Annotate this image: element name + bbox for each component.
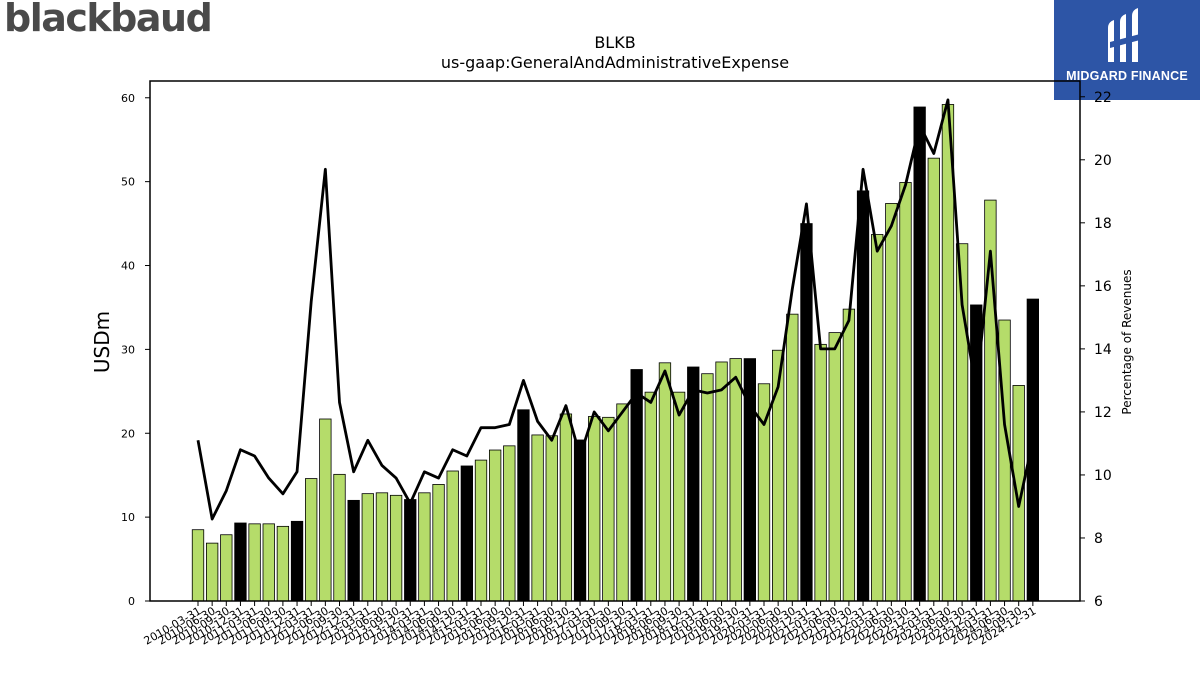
- y2-tick-label: 12: [1094, 405, 1112, 421]
- bar: [432, 484, 445, 602]
- bar: [559, 413, 573, 602]
- y2-tick-label: 14: [1094, 342, 1112, 358]
- y-tick-label: 50: [121, 176, 135, 189]
- y2-tick-label: 20: [1094, 153, 1112, 169]
- bar: [446, 470, 459, 602]
- bar: [715, 361, 728, 602]
- bar: [375, 492, 389, 602]
- bar: [333, 473, 346, 602]
- y-axis-label: USDm: [90, 311, 114, 373]
- bar: [630, 369, 643, 602]
- bar: [517, 409, 530, 602]
- y-tick-label: 10: [121, 511, 135, 524]
- chart-subtitle: us-gaap:GeneralAndAdministrativeExpense: [441, 53, 789, 72]
- bar: [276, 525, 290, 602]
- series-line: [196, 98, 1035, 521]
- bar: [262, 523, 275, 602]
- blackbaud-logo: blackbaud: [4, 0, 213, 40]
- y-tick-label: 30: [121, 343, 135, 356]
- bar: [899, 182, 912, 602]
- plot-frame: [149, 80, 1081, 602]
- y-tick-label: 40: [121, 260, 135, 273]
- bar: [871, 234, 884, 602]
- bar: [389, 494, 403, 602]
- y2-tick-label: 18: [1094, 216, 1112, 232]
- y-tick-label: 0: [128, 595, 135, 608]
- bar: [290, 520, 304, 602]
- bar: [347, 499, 360, 602]
- bar: [234, 522, 247, 602]
- midgard-finance-name: MIDGARD FINANCE: [1066, 69, 1188, 83]
- bar: [460, 465, 474, 602]
- y-tick-label: 20: [121, 427, 135, 440]
- bar: [545, 435, 558, 602]
- bar: [474, 459, 488, 602]
- bar: [404, 499, 417, 602]
- y2-tick-label: 16: [1094, 279, 1112, 295]
- midgard-finance-logo: MIDGARD FINANCE: [1054, 0, 1200, 100]
- bar: [488, 449, 502, 602]
- bar: [418, 492, 431, 602]
- y2-tick-label: 22: [1094, 90, 1112, 106]
- bar: [616, 403, 629, 602]
- bar: [800, 223, 813, 602]
- bar: [658, 362, 672, 602]
- y-tick-label: 60: [121, 92, 135, 105]
- bar: [220, 534, 233, 602]
- bar: [644, 391, 657, 602]
- y2-tick-label: 8: [1094, 531, 1103, 547]
- bar: [828, 332, 841, 602]
- bar: [941, 104, 955, 602]
- bar: [588, 416, 601, 602]
- bar: [729, 358, 742, 602]
- bar: [927, 157, 940, 602]
- bar: [1026, 298, 1039, 602]
- bar: [191, 529, 205, 602]
- y2-tick-label: 10: [1094, 468, 1112, 484]
- bar: [248, 523, 261, 602]
- bar: [319, 418, 332, 602]
- bar: [672, 391, 686, 602]
- y2-axis-label: Percentage of Revenues: [1120, 269, 1134, 414]
- bar: [305, 478, 318, 602]
- bar: [361, 493, 374, 602]
- bar: [687, 366, 700, 602]
- bar: [701, 373, 714, 602]
- bar: [842, 308, 856, 602]
- bar: [786, 313, 799, 602]
- bar: [205, 542, 219, 602]
- bar: [856, 190, 870, 602]
- midgard-mark-icon: [1108, 8, 1140, 62]
- chart-title: BLKB: [594, 33, 635, 52]
- bar: [602, 416, 615, 602]
- y2-tick-label: 6: [1094, 594, 1103, 610]
- bar: [885, 203, 898, 602]
- bar: [814, 343, 827, 602]
- bar: [503, 445, 516, 602]
- bar: [913, 106, 926, 602]
- bar: [573, 439, 587, 602]
- bar: [531, 434, 544, 602]
